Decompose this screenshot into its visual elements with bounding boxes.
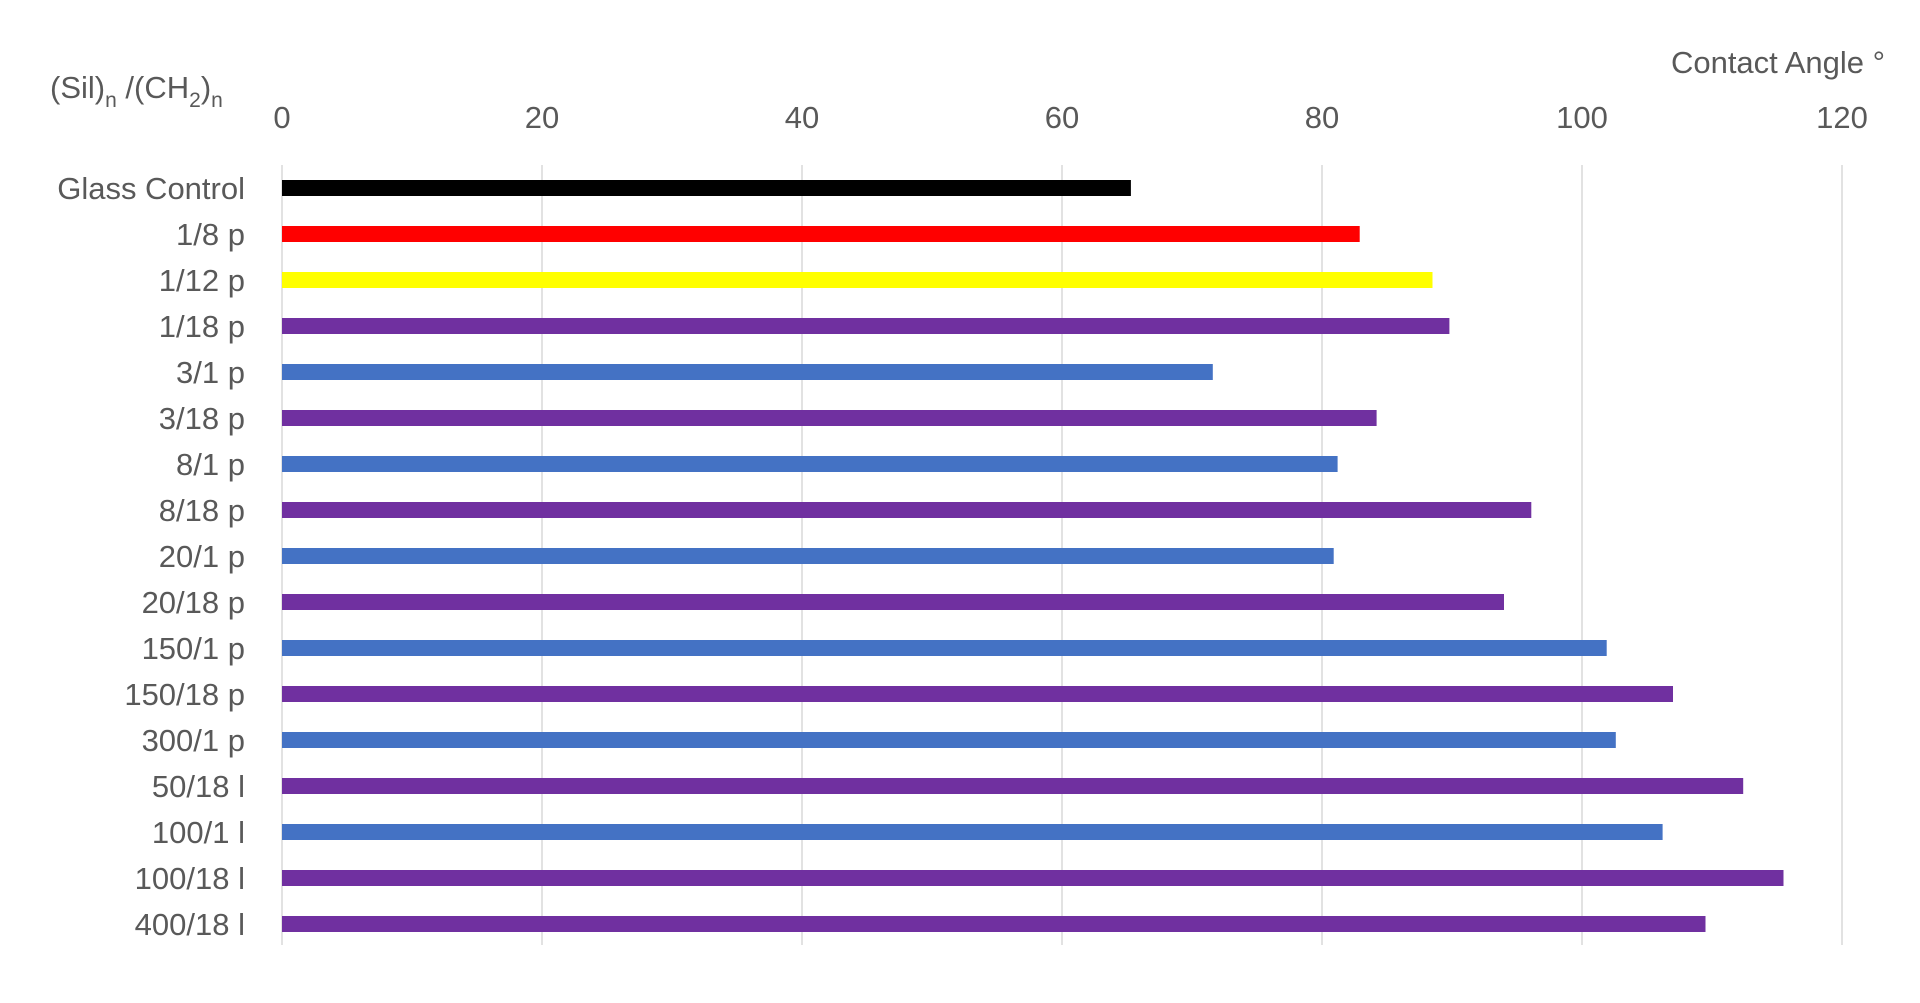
category-labels: Glass Control 1/8 p 1/12 p 1/18 p 3/1 p 3/18 … xyxy=(57,171,245,942)
x-tick-label: 100 xyxy=(1556,100,1608,135)
category-label: 3/18 p xyxy=(159,401,245,436)
category-label: 300/1 p xyxy=(142,723,245,758)
bar xyxy=(282,410,1377,426)
bar xyxy=(282,272,1433,288)
category-label: 50/18 l xyxy=(152,769,245,804)
category-label: 8/18 p xyxy=(159,493,245,528)
bar xyxy=(282,594,1504,610)
bar xyxy=(282,824,1663,840)
category-label: 1/12 p xyxy=(159,263,245,298)
x-tick-label: 80 xyxy=(1305,100,1339,135)
bar xyxy=(282,318,1450,334)
bar xyxy=(282,456,1338,472)
x-tick-label: 20 xyxy=(525,100,559,135)
category-label: 100/1 l xyxy=(152,815,245,850)
bar xyxy=(282,548,1334,564)
x-tick-label: 120 xyxy=(1816,100,1868,135)
category-label: 3/1 p xyxy=(176,355,245,390)
bar xyxy=(282,180,1131,196)
bar xyxy=(282,732,1616,748)
category-label: 1/18 p xyxy=(159,309,245,344)
x-tick-label: 0 xyxy=(273,100,290,135)
x-axis-title: Contact Angle ° xyxy=(1671,45,1885,80)
bar xyxy=(282,686,1673,702)
bars xyxy=(282,180,1784,932)
x-tick-labels: 0 20 40 60 80 100 120 xyxy=(273,100,1867,135)
category-label: 400/18 l xyxy=(135,907,245,942)
bar xyxy=(282,364,1213,380)
category-label: 100/18 l xyxy=(135,861,245,896)
y-axis-title: (Sil)n /(CH2)n xyxy=(50,70,223,112)
bar xyxy=(282,502,1532,518)
bar xyxy=(282,870,1784,886)
x-tick-label: 60 xyxy=(1045,100,1079,135)
category-label: 8/1 p xyxy=(176,447,245,482)
category-label: 1/8 p xyxy=(176,217,245,252)
bar xyxy=(282,226,1360,242)
category-label: 150/1 p xyxy=(142,631,245,666)
x-tick-label: 40 xyxy=(785,100,819,135)
bar xyxy=(282,640,1607,656)
bar xyxy=(282,778,1744,794)
bar xyxy=(282,916,1706,932)
category-label: 20/18 p xyxy=(142,585,245,620)
category-label: Glass Control xyxy=(57,171,245,206)
category-label: 150/18 p xyxy=(124,677,245,712)
category-label: 20/1 p xyxy=(159,539,245,574)
